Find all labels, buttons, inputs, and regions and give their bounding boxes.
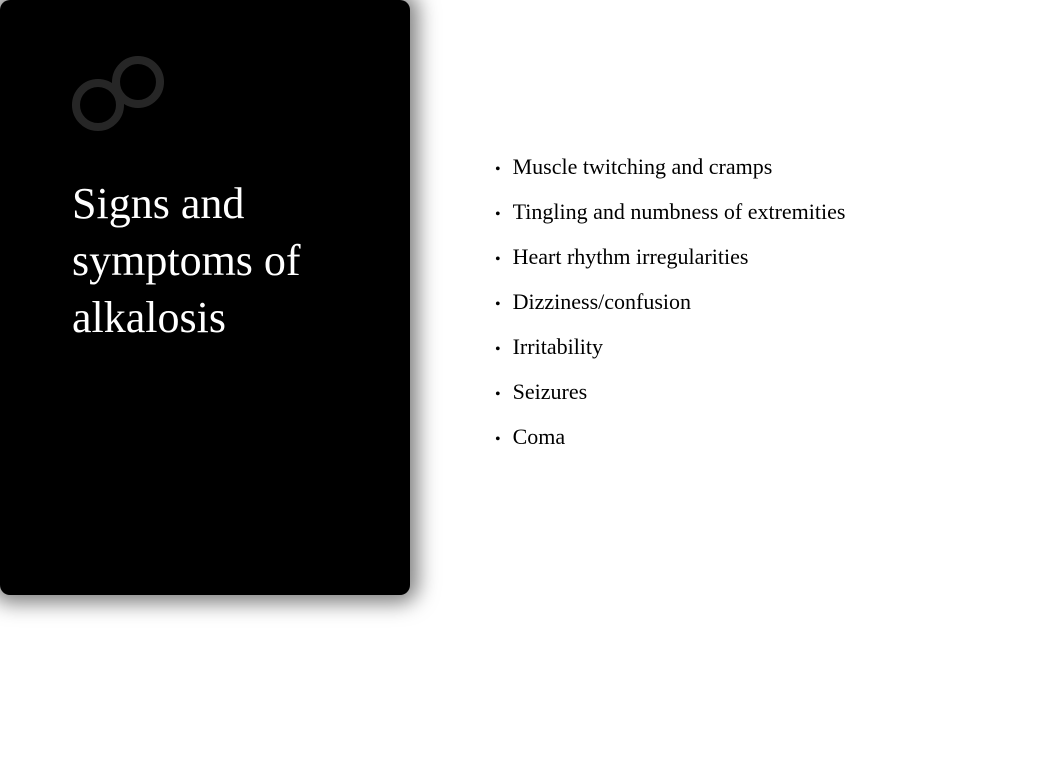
bullet-text: Coma [513,420,566,453]
bullet-marker: • [495,157,501,183]
bullet-text: Tingling and numbness of extremities [513,195,846,228]
bullet-text: Heart rhythm irregularities [513,240,749,273]
bullet-marker: • [495,337,501,363]
bullet-marker: • [495,292,501,318]
content-area: • Muscle twitching and cramps • Tingling… [495,150,1015,465]
bullet-marker: • [495,247,501,273]
bullet-text: Irritability [513,330,603,363]
list-item: • Heart rhythm irregularities [495,240,1015,273]
title-panel: Signs and symptoms of alkalosis [0,0,410,595]
list-item: • Dizziness/confusion [495,285,1015,318]
bullet-marker: • [495,382,501,408]
list-item: • Seizures [495,375,1015,408]
page-title: Signs and symptoms of alkalosis [72,175,332,347]
bullet-text: Dizziness/confusion [513,285,691,318]
bullet-text: Seizures [513,375,588,408]
list-item: • Muscle twitching and cramps [495,150,1015,183]
bullet-list: • Muscle twitching and cramps • Tingling… [495,150,1015,453]
list-item: • Tingling and numbness of extremities [495,195,1015,228]
list-item: • Irritability [495,330,1015,363]
gear-icon [60,50,175,140]
list-item: • Coma [495,420,1015,453]
bullet-text: Muscle twitching and cramps [513,150,773,183]
bullet-marker: • [495,427,501,453]
bullet-marker: • [495,202,501,228]
